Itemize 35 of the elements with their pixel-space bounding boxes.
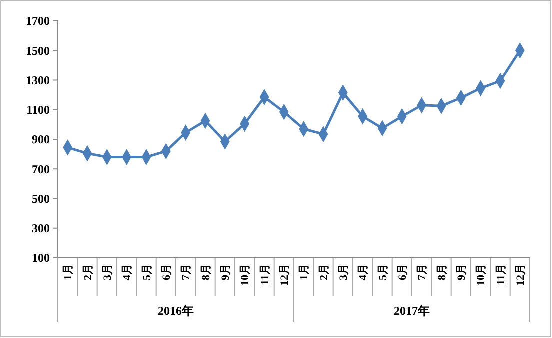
- x-tick-label: 7月: [416, 264, 429, 280]
- x-tick-label: 10月: [240, 264, 252, 286]
- x-tick-label: 9月: [220, 264, 232, 280]
- x-tick-label: 1月: [298, 264, 311, 280]
- y-tick-label: 1300: [26, 73, 50, 88]
- y-tick-label: 900: [32, 132, 50, 147]
- x-tick-label: 8月: [436, 264, 448, 280]
- y-tick-label: 500: [32, 192, 50, 206]
- text: 2016年: [158, 304, 194, 318]
- x-tick-label: 11月: [259, 264, 272, 286]
- text: 2017年: [394, 304, 430, 318]
- x-tick-label: 2月: [82, 264, 94, 280]
- x-tick-label: 12月: [515, 264, 528, 286]
- x-tick-label: 12月: [279, 264, 292, 286]
- x-tick-label: 11月: [495, 264, 508, 286]
- x-tick-label: 3月: [338, 264, 350, 280]
- x-tick-label: 5月: [141, 264, 154, 280]
- y-tick-label: 100: [32, 251, 50, 266]
- x-tick-label: 4月: [358, 264, 370, 280]
- x-tick-label: 1月: [62, 264, 75, 280]
- x-tick-label: 5月: [377, 264, 390, 280]
- y-tick-label: 300: [32, 222, 50, 236]
- y-tick-label: 1100: [26, 103, 50, 118]
- x-tick-label: 3月: [102, 264, 114, 280]
- x-tick-label: 4月: [122, 264, 134, 280]
- x-tick-label: 8月: [200, 264, 212, 280]
- x-tick-label: 6月: [397, 264, 410, 280]
- x-tick-label: 7月: [180, 264, 193, 280]
- x-tick-label: 9月: [456, 264, 468, 280]
- x-tick-label: 10月: [476, 264, 488, 286]
- y-tick-label: 700: [32, 162, 50, 176]
- x-tick-label: 2月: [318, 264, 330, 280]
- x-tick-label: 6月: [161, 264, 174, 280]
- y-tick-label: 1700: [26, 14, 50, 28]
- y-tick-label: 1500: [26, 44, 50, 58]
